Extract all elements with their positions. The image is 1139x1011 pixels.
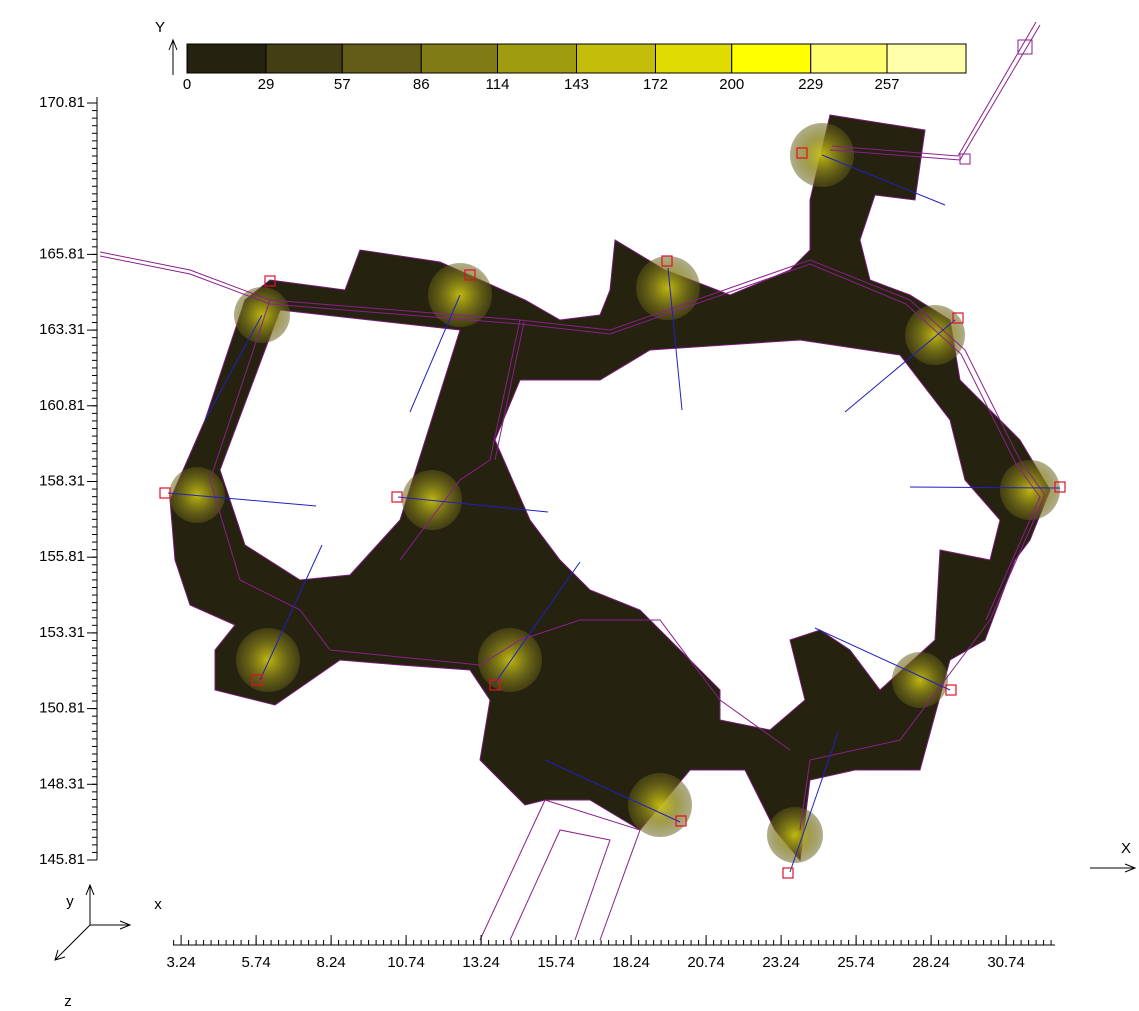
x-tick-label: 3.24	[166, 954, 195, 971]
colorbar-tick-label: 114	[486, 76, 510, 93]
floor-plan	[99, 21, 1066, 941]
triad-y-label: y	[66, 893, 74, 910]
x-tick-label: 28.24	[912, 954, 950, 971]
colorbar-tick-label: 143	[564, 76, 589, 93]
colorbar-segment	[420, 43, 499, 74]
colorbar-tick-label: 29	[258, 76, 275, 93]
x-tick-label: 25.74	[837, 954, 875, 971]
y-tick-label: 160.81	[39, 397, 85, 414]
y-tick-label: 148.31	[39, 775, 85, 792]
y-tick-label: 145.81	[39, 851, 85, 868]
y-tick-label: 158.31	[39, 472, 85, 489]
aim-lines	[167, 154, 1061, 873]
colorbar-tick-label: 200	[719, 76, 744, 93]
colorbar-segment	[186, 43, 267, 74]
triad-z-label: z	[64, 993, 72, 1010]
axis-triad	[54, 883, 132, 961]
y-tick-label: 153.31	[39, 624, 85, 641]
x-tick-label: 18.24	[612, 954, 650, 971]
y-tick-label: 170.81	[39, 94, 85, 111]
colorbar-segment	[886, 43, 967, 74]
y-arrow	[168, 38, 178, 75]
colorbar-tick-label: 172	[643, 76, 668, 93]
colorbar-segment	[497, 43, 578, 74]
colorbar-tick-label: 229	[798, 76, 823, 93]
colorbar-tick-label: 86	[413, 76, 430, 93]
colorbar-segment	[654, 43, 733, 74]
x-tick-label: 20.74	[687, 954, 725, 971]
triad-x-label: x	[154, 896, 162, 913]
x-tick-label: 8.24	[316, 954, 345, 971]
colorbar-tick-label: 57	[334, 76, 351, 93]
x-arrow	[1090, 863, 1137, 873]
walls	[99, 21, 1046, 941]
x-tick-label: 13.24	[462, 954, 500, 971]
y-tick-label: 163.31	[39, 321, 85, 338]
y-tick-label: 150.81	[39, 700, 85, 717]
y-tick-label: 165.81	[39, 245, 85, 262]
x-tick-label: 15.74	[537, 954, 575, 971]
x-tick-label: 5.74	[241, 954, 270, 971]
frame	[0, 0, 1139, 1]
colorbar-segment	[576, 43, 656, 74]
y-tick-label: 155.81	[39, 548, 85, 565]
x-tick-label: 30.74	[987, 954, 1025, 971]
x-tick-label: 10.74	[387, 954, 425, 971]
y-axis-label: Y	[155, 19, 165, 36]
x-tick-label: 23.24	[762, 954, 800, 971]
colorbar-segment	[810, 43, 888, 74]
colorbar-tick-label: 257	[874, 76, 899, 93]
colorbar-segment	[341, 43, 422, 74]
colorbar-segment	[265, 43, 343, 74]
luminaires	[159, 147, 1066, 879]
illuminance-area	[169, 114, 1051, 862]
colorbar-tick-label: 0	[183, 76, 191, 93]
colorbar-segment	[731, 43, 812, 74]
luminaire-glow	[169, 123, 1060, 863]
x-axis-label: X	[1121, 840, 1131, 857]
